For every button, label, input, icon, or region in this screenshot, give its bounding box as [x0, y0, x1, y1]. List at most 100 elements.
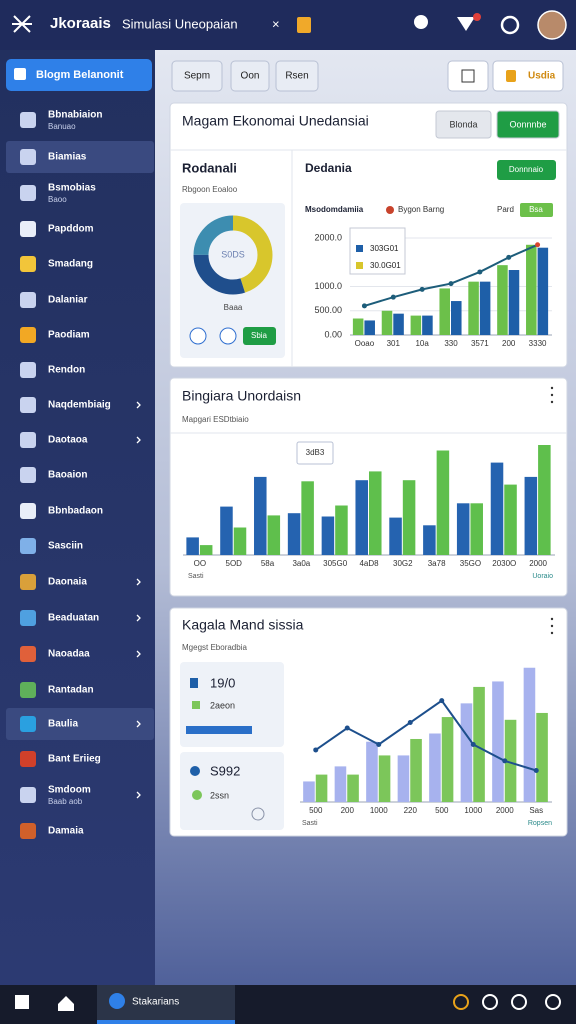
line-point [506, 254, 512, 260]
menu-dot[interactable] [550, 386, 554, 390]
legend-label: 303G01 [370, 244, 399, 253]
toolbar-button[interactable] [275, 60, 319, 92]
sidebar-icon [20, 787, 36, 803]
bar [523, 667, 536, 802]
bar [497, 265, 508, 335]
y-tick-label: 2000.0 [314, 232, 342, 242]
bar [410, 738, 422, 802]
bar [393, 313, 404, 335]
line-point [502, 758, 508, 764]
x-tick-label: 35GO [460, 559, 481, 568]
tray-icon[interactable] [545, 994, 561, 1010]
primary-button[interactable] [6, 59, 152, 91]
chevron [136, 650, 141, 658]
bar [381, 310, 393, 335]
notify-icon[interactable] [457, 17, 475, 31]
card-button[interactable] [243, 327, 276, 345]
start-icon[interactable] [15, 995, 29, 1009]
sidebar-label: Baulia [48, 719, 78, 730]
card-icon-button[interactable] [219, 327, 237, 345]
bar [364, 320, 375, 335]
bar [468, 281, 479, 335]
x-tick-label: 58a [261, 559, 275, 568]
home-icon[interactable] [58, 996, 74, 1011]
tray-icon[interactable] [453, 994, 469, 1010]
tray-icon[interactable] [482, 994, 498, 1010]
card-button-label: Sbia [251, 331, 268, 340]
x-tick-label: 1000 [370, 806, 388, 815]
sidebar-item-active [6, 141, 154, 173]
x-tick-label: 1000 [464, 806, 482, 815]
sidebar-sublabel: Baoo [48, 195, 67, 204]
legend-swatch [386, 206, 394, 214]
sidebar-label: Dalaniar [48, 295, 88, 306]
x-tick-label: 305G0 [323, 559, 348, 568]
bar [422, 315, 433, 335]
x-tick-label: Ooao [355, 339, 375, 348]
menu-dot[interactable] [550, 624, 554, 628]
legend-swatch [356, 245, 363, 252]
tab-icon[interactable] [297, 17, 311, 33]
menu-dot[interactable] [550, 631, 554, 635]
x-tick-label: 3a78 [428, 559, 446, 568]
bar [199, 545, 213, 555]
stat-label: 2aeon [210, 700, 235, 710]
line-point [390, 294, 396, 300]
x-tick-label: 2030O [492, 559, 516, 568]
chart-button[interactable] [497, 160, 556, 180]
tab-close[interactable]: × [272, 16, 280, 31]
panel-title: Kagala Mand sissia [182, 617, 304, 633]
user-icon[interactable] [414, 15, 428, 29]
y-tick-label: 500.00 [314, 305, 342, 315]
sidebar-label: Smadang [48, 259, 93, 270]
bar [451, 301, 462, 335]
x-tick-label: 3330 [529, 339, 547, 348]
card-subtitle: Rbgoon Eoaloo [182, 185, 238, 194]
x-tick-label: 5OD [226, 559, 243, 568]
line-point [477, 269, 483, 275]
panel-button-label: Blonda [449, 119, 477, 129]
tray-icon[interactable] [511, 994, 527, 1010]
bar [436, 450, 450, 555]
sidebar-icon [20, 538, 36, 554]
axis-foot: Sasti [302, 820, 318, 827]
x-tick-label: 4aD8 [359, 559, 379, 568]
sidebar-label: Baoaion [48, 470, 87, 481]
panel-title: Magam Ekonomai Unedansiai [182, 113, 369, 129]
toolbar-button[interactable] [171, 60, 223, 92]
sidebar-icon [20, 682, 36, 698]
x-tick-label: 3571 [471, 339, 489, 348]
annotation: 3dB3 [306, 448, 325, 457]
y-tick-label: 0.00 [324, 329, 342, 339]
menu-dot[interactable] [550, 393, 554, 397]
toolbar-button[interactable] [230, 60, 270, 92]
toolbar-icon [461, 69, 475, 83]
toolbar-button-label: Sepm [184, 71, 210, 82]
card-icon-button[interactable] [189, 327, 207, 345]
settings-icon[interactable] [500, 15, 520, 35]
bar [335, 505, 348, 555]
card-title: Rodanali [182, 160, 237, 175]
menu-dot[interactable] [550, 617, 554, 621]
line-series [315, 699, 537, 772]
panel-button[interactable] [435, 110, 492, 139]
toolbar-icon-button[interactable] [447, 60, 489, 92]
sidebar-label: Sasciin [48, 541, 83, 552]
legend-swatch [356, 262, 363, 269]
bar [352, 318, 364, 335]
stat-card [180, 662, 284, 747]
sidebar-icon [20, 716, 36, 732]
sidebar-icon [20, 646, 36, 662]
bar [303, 781, 315, 802]
bar [504, 484, 517, 555]
bar [347, 774, 359, 802]
stat-icon [251, 807, 265, 821]
avatar[interactable] [537, 10, 567, 40]
panel-button[interactable] [496, 110, 560, 139]
menu-dot[interactable] [550, 400, 554, 404]
toolbar-action[interactable] [492, 60, 564, 92]
tab-title: Simulasi Uneopaian [122, 16, 238, 31]
sidebar-label: Rantadan [48, 685, 94, 696]
stat-swatch [190, 766, 200, 776]
